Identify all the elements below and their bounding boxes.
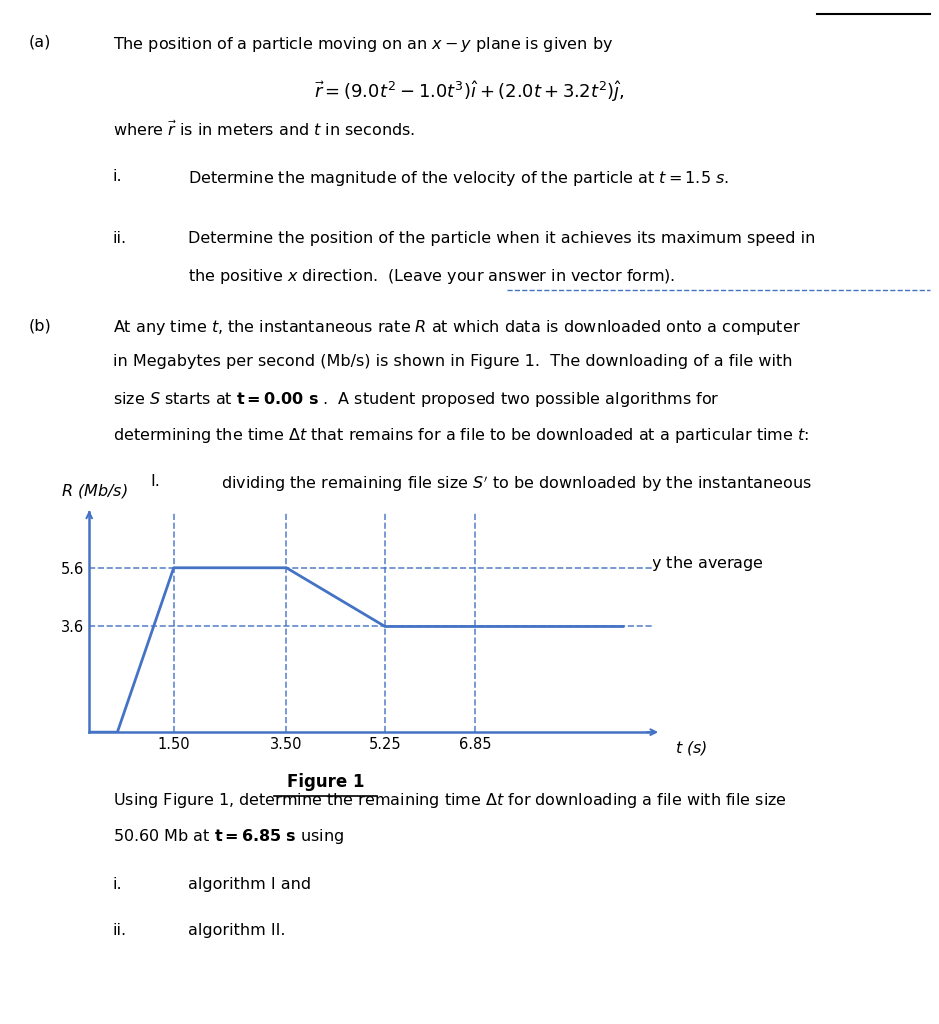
- Text: where $\vec{r}$ is in meters and $t$ in seconds.: where $\vec{r}$ is in meters and $t$ in …: [113, 120, 415, 139]
- Text: The position of a particle moving on an $x - y$ plane is given by: The position of a particle moving on an …: [113, 35, 613, 54]
- Text: ii.: ii.: [113, 231, 127, 247]
- Text: i.: i.: [113, 878, 122, 892]
- Text: dividing the remaining file size $S'$ to be downloaded by the instantaneous: dividing the remaining file size $S'$ to…: [221, 474, 811, 495]
- Text: dividing the remaining file size $S'$ to be downloaded by the average: dividing the remaining file size $S'$ to…: [221, 554, 763, 574]
- Text: algorithm II.: algorithm II.: [188, 924, 285, 938]
- Text: $t$ (s): $t$ (s): [675, 739, 708, 758]
- Text: Determine the magnitude of the velocity of the particle at $t = 1.5$ $s$.: Determine the magnitude of the velocity …: [188, 169, 729, 188]
- Text: i.: i.: [113, 169, 122, 184]
- Text: (b): (b): [28, 318, 51, 333]
- Text: Determine the position of the particle when it achieves its maximum speed in: Determine the position of the particle w…: [188, 231, 815, 247]
- Text: Using Figure 1, determine the remaining time $\Delta t$ for downloading a file w: Using Figure 1, determine the remaining …: [113, 791, 787, 810]
- Text: size $S$ starts at $\mathbf{t = 0.00}$ $\mathbf{s}$ .  A student proposed two po: size $S$ starts at $\mathbf{t = 0.00}$ $…: [113, 390, 719, 410]
- Text: Figure 1: Figure 1: [287, 773, 364, 792]
- Text: in Megabytes per second (Mb/s) is shown in Figure 1.  The downloading of a file : in Megabytes per second (Mb/s) is shown …: [113, 354, 793, 370]
- Text: 50.60 Mb at $\mathbf{t = 6.85}$ $\mathbf{s}$ using: 50.60 Mb at $\mathbf{t = 6.85}$ $\mathbf…: [113, 826, 344, 846]
- Text: I.: I.: [150, 474, 161, 488]
- Text: algorithm I and: algorithm I and: [188, 878, 311, 892]
- Text: II.: II.: [150, 554, 165, 569]
- Text: download rate from $\mathbf{t = 0.00}$ to $t$;: download rate from $\mathbf{t = 0.00}$ t…: [221, 590, 488, 608]
- Text: $\vec{r} = (9.0t^2 - 1.0t^3)\hat{\imath} + (2.0t + 3.2t^2)\hat{\jmath},$: $\vec{r} = (9.0t^2 - 1.0t^3)\hat{\imath}…: [314, 79, 625, 103]
- Text: $R$ (Mb/s): $R$ (Mb/s): [61, 482, 128, 501]
- Text: At any time $t$, the instantaneous rate $R$ at which data is downloaded onto a c: At any time $t$, the instantaneous rate …: [113, 318, 800, 337]
- Text: determining the time $\Delta t$ that remains for a file to be downloaded at a pa: determining the time $\Delta t$ that rem…: [113, 426, 808, 445]
- Text: (a): (a): [28, 35, 51, 50]
- Text: ii.: ii.: [113, 924, 127, 938]
- Text: download rate $R$ at $t$;: download rate $R$ at $t$;: [221, 510, 390, 528]
- Text: the positive $x$ direction.  (Leave your answer in vector form).: the positive $x$ direction. (Leave your …: [188, 267, 675, 287]
